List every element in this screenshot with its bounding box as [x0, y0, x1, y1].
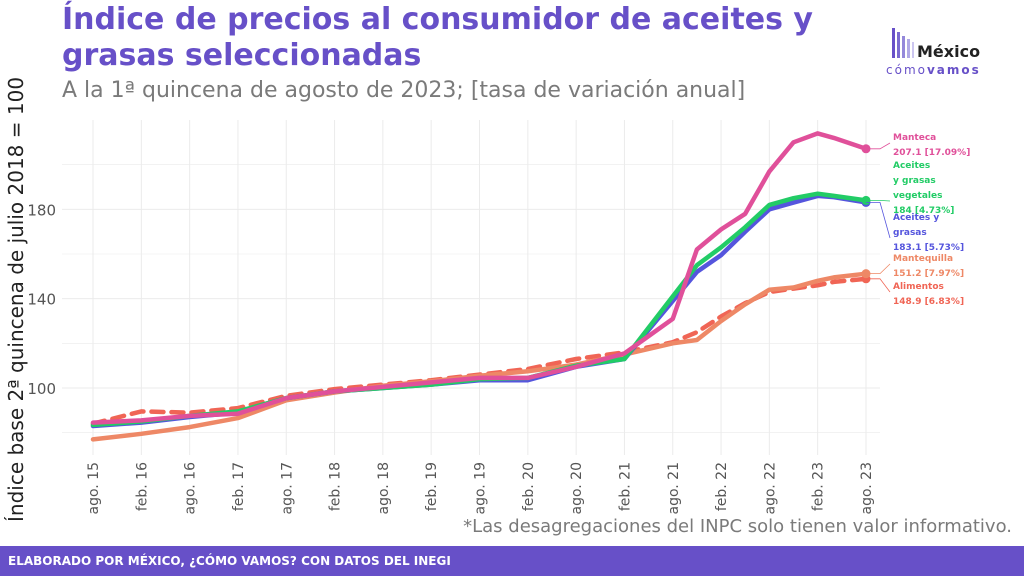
series-end-labels: Manteca 207.1 [17.09%] Aceites y grasas vege… [866, 133, 970, 307]
x-tick-label: feb. 23 [811, 462, 827, 511]
series-value-label-2: 183.1 [5.73%] [893, 243, 964, 253]
footnote: *Las desagregaciones del INPC solo tiene… [463, 516, 1012, 537]
series-leader-1 [866, 200, 891, 202]
x-tick-label: ago. 15 [86, 462, 102, 515]
logo-word-vamos: vamos [926, 63, 981, 77]
series-leader-3 [866, 263, 891, 275]
y-tick-label: 180 [27, 201, 56, 219]
x-tick-label: ago. 19 [473, 462, 489, 515]
series-line-0 [90, 131, 869, 425]
series-name-label-1: Aceites y grasas vegetales [893, 161, 942, 201]
x-tick-label: feb. 16 [134, 462, 150, 511]
x-tick-label: feb. 19 [424, 462, 440, 511]
series-leader-0 [866, 142, 891, 150]
series-value-label-3: 151.2 [7.97%] [893, 269, 964, 279]
x-tick-label: ago. 17 [279, 462, 295, 515]
footer-bar: ELABORADO POR MÉXICO, ¿CÓMO VAMOS? CON D… [0, 546, 1024, 576]
bar-chart-logo-icon [892, 28, 914, 58]
x-tick-label: feb. 21 [617, 462, 633, 511]
y-axis-ticks: 100 140 180 [27, 201, 56, 398]
x-tick-label: ago. 23 [859, 462, 875, 515]
series-value-label-4: 148.9 [6.83%] [893, 297, 964, 307]
series-name-label-4: Alimentos [893, 282, 944, 292]
series-value-label-1: 184 [4.73%] [893, 206, 954, 216]
series-name-label-3: Mantequilla [893, 254, 953, 264]
logo-word-como: cómo [886, 63, 927, 77]
chart-title: Índice de precios al consumidor de aceit… [62, 2, 813, 73]
mexico-como-vamos-logo: México cómovamos [862, 22, 1012, 82]
x-tick-label: ago. 20 [569, 462, 585, 515]
x-axis-ticks: ago. 15 feb. 16 ago. 16 feb. 17 ago. 17 feb. … [86, 462, 875, 515]
x-tick-label: feb. 22 [714, 462, 730, 511]
series-value-label-0: 207.1 [17.09%] [893, 148, 970, 158]
x-tick-label: ago. 22 [762, 462, 778, 515]
series-leader-4 [866, 278, 891, 293]
series-lines [90, 131, 871, 442]
chart-subtitle: A la 1ª quincena de agosto de 2023; [tas… [62, 78, 746, 103]
x-tick-label: feb. 17 [231, 462, 247, 511]
x-tick-label: ago. 18 [376, 462, 392, 515]
logo-word-mexico: México [917, 42, 981, 61]
y-tick-label: 140 [27, 291, 56, 309]
logo-word-como-vamos: cómovamos [886, 63, 981, 77]
y-tick-label: 100 [27, 380, 56, 398]
series-name-label-2: Aceites y grasas [893, 213, 939, 238]
x-tick-label: feb. 20 [521, 462, 537, 511]
x-tick-label: ago. 16 [183, 462, 199, 515]
gridlines [62, 120, 880, 455]
x-tick-label: ago. 21 [666, 462, 682, 515]
series-leader-2 [866, 202, 891, 239]
x-tick-label: feb. 18 [328, 462, 344, 511]
series-name-label-0: Manteca [893, 133, 936, 143]
